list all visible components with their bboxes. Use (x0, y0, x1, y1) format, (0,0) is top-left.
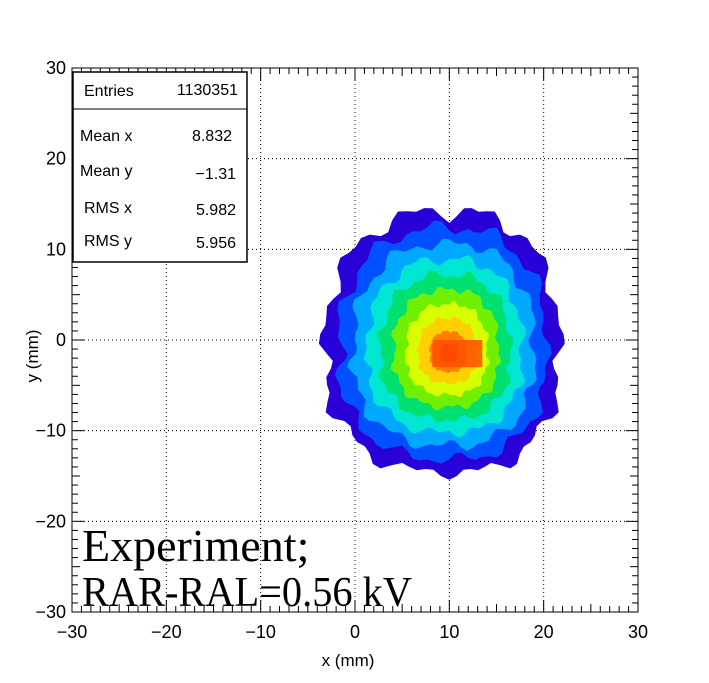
x-axis-title: x (mm) (322, 651, 375, 670)
stats-rms-y-label: RMS y (84, 233, 132, 250)
x-tick-label: −30 (57, 622, 88, 642)
stats-mean-x-value: 8.832 (192, 128, 232, 145)
heatmap-blob (318, 208, 565, 480)
stats-box: Entries 1130351 Mean x 8.832 Mean y −1.3… (72, 71, 248, 263)
stats-entries-value: 1130351 (177, 82, 238, 99)
annotation-line-2: RAR-RAL=0.56 kV (82, 570, 412, 616)
x-tick-label: −10 (245, 622, 276, 642)
stats-rms-x-value: 5.982 (196, 202, 236, 219)
y-tick-labels: −30 −20 −10 0 10 20 30 (35, 58, 66, 622)
y-tick-label: 20 (46, 149, 66, 169)
stats-mean-x-label: Mean x (80, 128, 132, 145)
x-tick-label: 20 (534, 622, 554, 642)
y-tick-label: −10 (35, 421, 66, 441)
stats-rms-y-value: 5.956 (196, 235, 236, 252)
y-axis-title: y (mm) (23, 330, 42, 383)
y-tick-label: 30 (46, 58, 66, 78)
y-tick-label: 10 (46, 239, 66, 259)
stats-mean-y-label: Mean y (80, 163, 132, 180)
stats-mean-y-value: −1.31 (196, 166, 237, 183)
x-tick-label: 30 (628, 622, 648, 642)
x-tick-label: −20 (151, 622, 182, 642)
stats-entries-label: Entries (84, 83, 134, 100)
y-tick-label: 0 (56, 330, 66, 350)
annotation-line-1: Experiment; (82, 520, 309, 571)
x-tick-label: 0 (350, 622, 360, 642)
x-tick-labels: −30 −20 −10 0 10 20 30 (57, 622, 648, 642)
x-tick-label: 10 (439, 622, 459, 642)
y-tick-label: −30 (35, 602, 66, 622)
stats-rms-x-label: RMS x (84, 200, 132, 217)
y-tick-label: −20 (35, 511, 66, 531)
density-hotspot (432, 340, 483, 368)
